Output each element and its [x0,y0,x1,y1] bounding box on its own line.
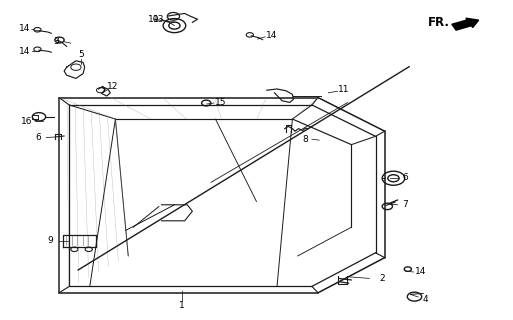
Text: 12: 12 [107,82,119,91]
Text: FR.: FR. [428,16,450,29]
Text: 13: 13 [153,15,165,24]
Text: 10: 10 [148,15,160,24]
Text: 14: 14 [415,268,426,276]
Text: 14: 14 [19,24,30,33]
Text: 4: 4 [423,295,428,304]
Text: 8: 8 [302,135,308,144]
Text: 6: 6 [402,173,408,182]
FancyArrow shape [452,18,479,30]
Text: 7: 7 [402,200,408,209]
Text: 5: 5 [78,50,84,59]
Text: 14: 14 [19,47,30,56]
Text: 14: 14 [266,31,278,40]
Text: 15: 15 [215,98,226,107]
Text: 3: 3 [53,37,60,46]
Text: 1: 1 [179,301,185,310]
Text: 16: 16 [21,117,32,126]
Text: 2: 2 [380,274,385,283]
Text: 6: 6 [35,133,41,142]
Text: 11: 11 [338,85,349,94]
Text: 9: 9 [47,236,53,245]
